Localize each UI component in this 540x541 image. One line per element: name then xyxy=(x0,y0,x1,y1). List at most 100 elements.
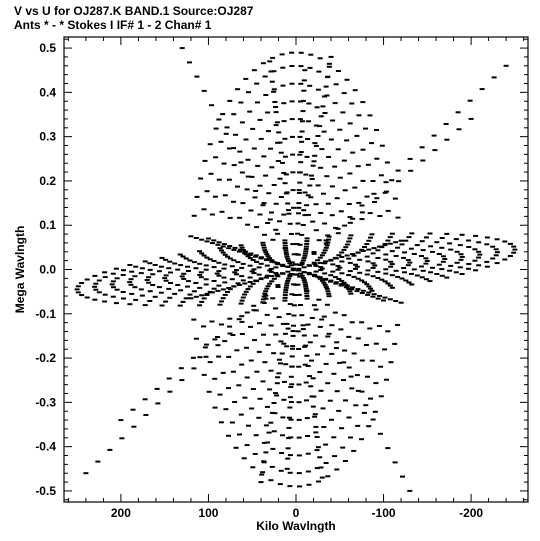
uv-point xyxy=(120,274,126,276)
uv-point xyxy=(304,295,310,297)
uv-point xyxy=(379,144,385,147)
uv-point xyxy=(275,160,281,162)
uv-point xyxy=(209,104,215,107)
uv-point xyxy=(370,262,376,265)
uv-point xyxy=(193,337,199,340)
uv-point xyxy=(316,298,322,301)
uv-point xyxy=(133,265,139,268)
uv-point xyxy=(245,158,251,161)
uv-point xyxy=(296,189,302,192)
y-axis-label: Mega Wavlngth xyxy=(13,226,27,314)
uv-point xyxy=(351,352,357,355)
uv-point xyxy=(269,465,275,468)
uv-point xyxy=(273,272,279,275)
uv-point xyxy=(322,283,328,286)
uv-point xyxy=(281,120,287,123)
uv-point xyxy=(212,377,218,380)
uv-point xyxy=(366,285,372,288)
uv-point xyxy=(163,258,169,261)
uv-point xyxy=(332,311,338,314)
uv-point xyxy=(201,297,207,300)
uv-point xyxy=(102,271,108,274)
uv-point xyxy=(439,246,445,249)
uv-point xyxy=(408,272,414,275)
uv-point xyxy=(270,238,276,241)
uv-point xyxy=(132,286,138,289)
uv-point xyxy=(284,282,290,285)
uv-point xyxy=(187,259,193,262)
uv-point xyxy=(92,274,98,277)
uv-point xyxy=(281,213,287,216)
uv-point xyxy=(204,292,210,295)
uv-point xyxy=(301,89,307,92)
uv-point xyxy=(163,300,169,303)
uv-point xyxy=(352,186,358,189)
uv-point xyxy=(365,163,371,166)
uv-point xyxy=(234,349,240,352)
uv-point xyxy=(297,153,303,156)
uv-point xyxy=(267,269,273,272)
uv-point xyxy=(300,224,306,226)
uv-point xyxy=(376,325,382,327)
uv-point xyxy=(183,297,189,300)
uv-point xyxy=(427,280,433,283)
uv-point xyxy=(385,239,391,242)
uv-point xyxy=(278,151,284,154)
uv-point xyxy=(237,216,243,219)
uv-point xyxy=(354,374,360,377)
uv-point xyxy=(407,157,413,160)
uv-point xyxy=(220,371,226,374)
uv-point xyxy=(227,245,233,247)
uv-point xyxy=(234,269,239,272)
uv-point xyxy=(303,247,309,250)
y-tick-label: 0.4 xyxy=(39,85,56,99)
uv-point xyxy=(384,378,389,381)
uv-point xyxy=(269,411,275,414)
uv-point xyxy=(277,358,282,361)
uv-point xyxy=(284,467,290,470)
uv-point xyxy=(268,369,274,372)
uv-point xyxy=(444,232,450,235)
uv-point xyxy=(351,275,357,278)
uv-point xyxy=(325,234,331,237)
uv-point xyxy=(313,203,319,206)
uv-point xyxy=(388,260,394,263)
uv-point xyxy=(312,142,318,145)
uv-point xyxy=(159,304,165,307)
uv-point xyxy=(284,255,290,258)
uv-point xyxy=(240,249,246,251)
uv-point xyxy=(209,320,215,323)
uv-point xyxy=(271,90,277,93)
uv-point xyxy=(392,197,398,200)
uv-point xyxy=(257,118,263,121)
uv-point xyxy=(454,261,460,264)
uv-point xyxy=(334,197,340,200)
uv-point xyxy=(331,372,337,375)
uv-point xyxy=(370,266,376,269)
uv-point xyxy=(325,475,331,478)
uv-point xyxy=(329,185,335,188)
uv-point xyxy=(265,285,271,288)
uv-point xyxy=(199,252,205,255)
uv-point xyxy=(102,300,108,303)
uv-point xyxy=(382,244,388,247)
uv-point xyxy=(191,367,197,370)
uv-point xyxy=(476,250,482,253)
uv-point xyxy=(349,288,355,291)
uv-point xyxy=(328,274,334,277)
uv-point xyxy=(362,281,367,284)
uv-point xyxy=(338,328,344,331)
uv-point xyxy=(347,216,353,219)
uv-point xyxy=(317,371,323,374)
uv-point xyxy=(251,147,257,150)
uv-point xyxy=(263,451,269,454)
uv-point xyxy=(147,290,153,293)
uv-point xyxy=(307,264,312,267)
uv-point xyxy=(79,294,85,297)
uv-point xyxy=(304,354,310,357)
uv-point xyxy=(102,293,108,296)
uv-point xyxy=(158,265,164,268)
uv-point xyxy=(512,248,518,251)
uv-point xyxy=(368,397,373,400)
uv-point xyxy=(419,265,424,268)
